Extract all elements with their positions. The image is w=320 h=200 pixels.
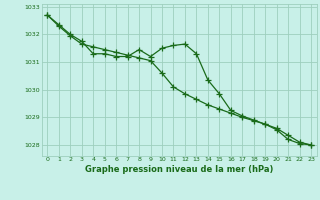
X-axis label: Graphe pression niveau de la mer (hPa): Graphe pression niveau de la mer (hPa) xyxy=(85,165,273,174)
